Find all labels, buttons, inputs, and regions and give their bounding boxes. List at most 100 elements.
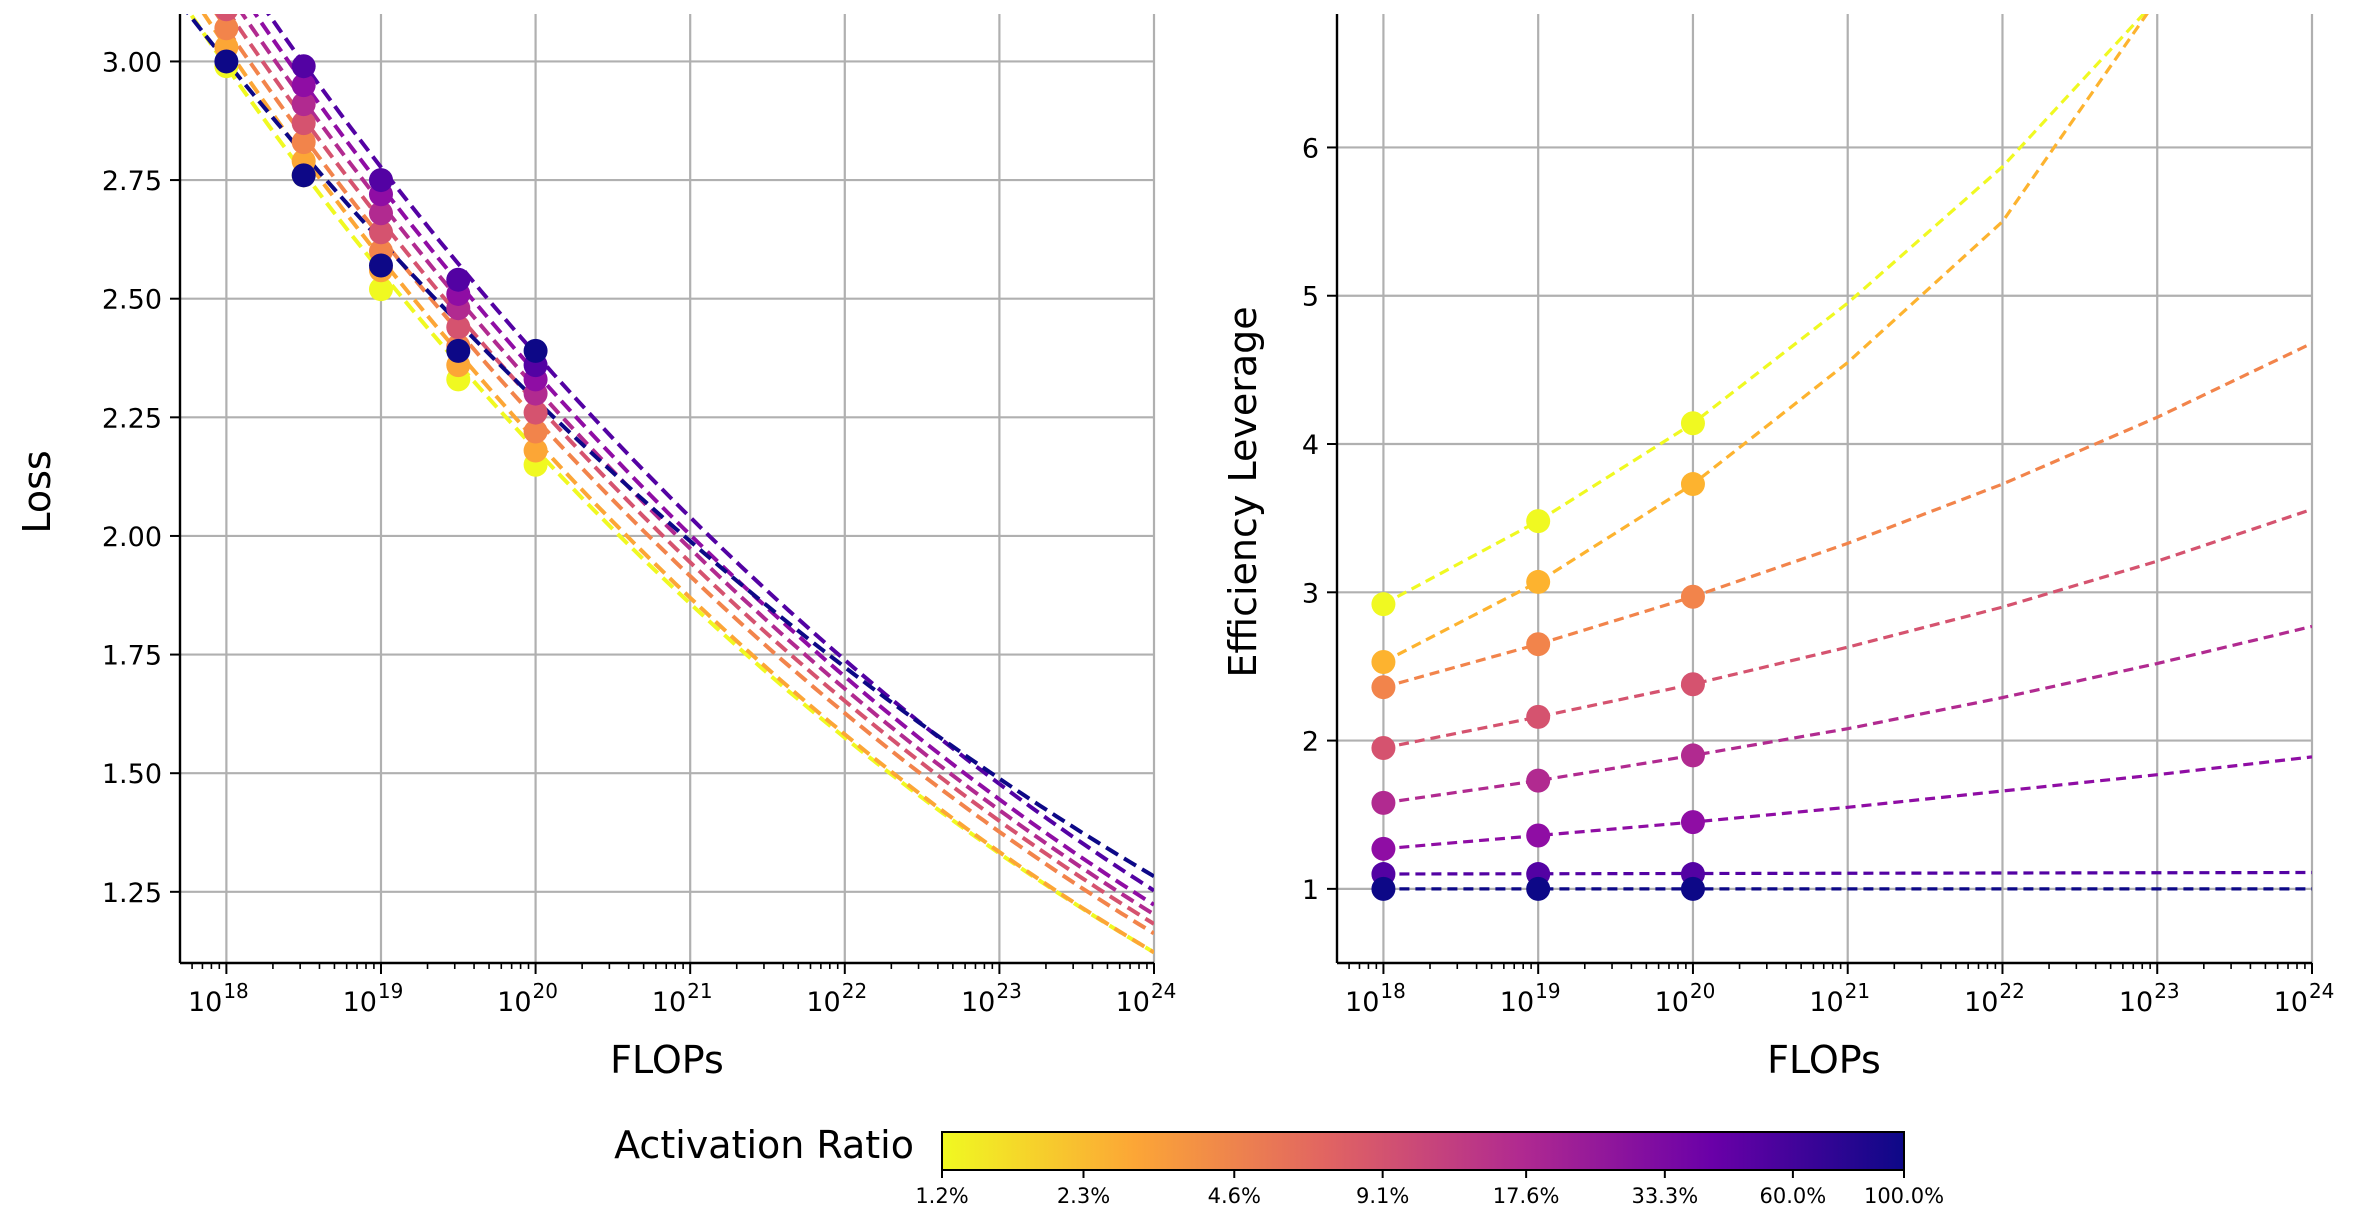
colorbar-tick-label: 1.2% — [915, 1184, 968, 1208]
loss-data-point — [523, 338, 548, 363]
loss-data-point — [368, 277, 393, 302]
y-tick-label: 2.00 — [102, 522, 162, 553]
y-tick-label: 2 — [1302, 727, 1319, 758]
efficiency-data-point — [1526, 823, 1551, 848]
efficiency-series-line — [1383, 624, 2312, 805]
loss-data-point — [291, 73, 316, 98]
y-tick-label: 2.25 — [102, 403, 162, 434]
loss-data-point — [523, 419, 548, 444]
y-tick-label: 5 — [1302, 282, 1319, 313]
loss-curves — [186, 14, 1154, 955]
loss-points — [214, 0, 548, 477]
loss-series-line — [240, 14, 1154, 917]
efficiency-data-point — [1680, 584, 1705, 609]
colorbar-tick-label: 4.6% — [1208, 1184, 1261, 1208]
loss-ylabel: Loss — [15, 450, 59, 533]
x-tick-label: 1022 — [1964, 979, 2025, 1018]
x-tick-exponent: 19 — [1535, 979, 1560, 1003]
colorbar-tick-label: 33.3% — [1631, 1184, 1698, 1208]
loss-series-line — [227, 14, 1154, 926]
x-tick-label: 1020 — [497, 979, 558, 1018]
efficiency-data-point — [1371, 735, 1396, 760]
colorbar-label: Activation Ratio — [614, 1123, 914, 1167]
efficiency-data-point — [1371, 675, 1396, 700]
x-tick-exponent: 19 — [378, 979, 403, 1003]
loss-series-line — [188, 14, 1154, 955]
y-tick-label: 1 — [1302, 875, 1319, 906]
y-tick-label: 2.75 — [102, 166, 162, 197]
colorbar-tick-label: 60.0% — [1760, 1184, 1827, 1208]
efficiency-series-line — [1383, 755, 2312, 851]
loss-data-point — [215, 14, 238, 22]
y-tick-label: 4 — [1302, 430, 1319, 461]
loss-data-point — [368, 220, 393, 245]
x-tick-label: 1020 — [1655, 979, 1716, 1018]
x-tick-label: 1018 — [1345, 979, 1406, 1018]
y-tick-label: 3.00 — [102, 47, 162, 78]
y-tick-label: 1.25 — [102, 878, 162, 909]
x-tick-exponent: 22 — [842, 979, 867, 1003]
y-tick-label: 3 — [1302, 578, 1319, 609]
loss-series-line — [186, 14, 1154, 879]
efficiency-xlabel: FLOPs — [1767, 1038, 1881, 1082]
efficiency-ylabel: Efficiency Leverage — [1221, 306, 1265, 677]
loss-data-point — [291, 54, 316, 79]
x-tick-label: 1022 — [806, 979, 867, 1018]
efficiency-grid — [1337, 14, 2314, 963]
colorbar-ticks: 1.2% 2.3% 4.6% 9.1% 17.6% 33.3% 60.0% 100.0% — [915, 1170, 1944, 1208]
y-tick-label: 1.75 — [102, 641, 162, 672]
efficiency-data-point — [1526, 704, 1551, 729]
efficiency-series-line — [1382, 14, 2149, 664]
loss-data-point — [446, 267, 471, 292]
efficiency-data-point — [1526, 569, 1551, 594]
loss-data-point — [214, 49, 239, 74]
x-tick-exponent: 20 — [533, 979, 558, 1003]
loss-data-point — [214, 16, 239, 41]
colorbar-tick-label: 17.6% — [1493, 1184, 1560, 1208]
efficiency-data-point — [1371, 649, 1396, 674]
x-tick-exponent: 21 — [687, 979, 712, 1003]
colorbar: Activation Ratio 1.2% 2.3% 4.6% 9.1% 17.6% 33… — [614, 1123, 1944, 1208]
efficiency-data-point — [1526, 632, 1551, 657]
efficiency-data-point — [1371, 790, 1396, 815]
efficiency-data-point — [1526, 768, 1551, 793]
x-tick-label: 1021 — [652, 979, 713, 1018]
x-tick-label: 1024 — [1116, 979, 1177, 1018]
loss-data-point — [214, 0, 238, 2]
x-tick-label: 1024 — [2274, 979, 2335, 1018]
x-tick-exponent: 21 — [1845, 979, 1870, 1003]
efficiency-data-point — [1680, 472, 1705, 497]
efficiency-data-point — [1680, 672, 1705, 697]
efficiency-data-point — [1526, 509, 1551, 534]
loss-data-point — [368, 253, 393, 278]
x-tick-exponent: 23 — [2154, 979, 2179, 1003]
x-tick-exponent: 18 — [1380, 979, 1405, 1003]
efficiency-data-point — [1680, 743, 1705, 768]
x-tick-label: 1018 — [188, 979, 249, 1018]
loss-data-point — [446, 315, 471, 340]
colorbar-tick-label: 2.3% — [1057, 1184, 1110, 1208]
loss-grid — [180, 14, 1156, 963]
efficiency-data-point — [1680, 810, 1705, 835]
colorbar-tick-label: 100.0% — [1864, 1184, 1944, 1208]
loss-series-line — [201, 14, 1154, 955]
loss-data-point — [368, 168, 393, 193]
loss-data-point — [523, 438, 548, 463]
x-tick-label: 1023 — [2119, 979, 2180, 1018]
x-tick-exponent: 20 — [1690, 979, 1715, 1003]
x-tick-exponent: 24 — [1151, 979, 1176, 1003]
x-tick-exponent: 23 — [996, 979, 1021, 1003]
x-tick-exponent: 24 — [2309, 979, 2334, 1003]
loss-data-point — [291, 163, 316, 188]
loss-axes: 1.25 1.50 1.75 2.00 2.25 2.50 2.75 3.00 1018 1019… — [102, 14, 1177, 1018]
colorbar-gradient — [941, 1131, 1905, 1171]
x-tick-label: 1019 — [1500, 979, 1561, 1018]
loss-panel: 1.25 1.50 1.75 2.00 2.25 2.50 2.75 3.00 1018 1019… — [15, 0, 1177, 1082]
x-tick-label: 1023 — [961, 979, 1022, 1018]
efficiency-series-line — [1382, 14, 2146, 606]
efficiency-data-point — [1371, 836, 1396, 861]
loss-data-point — [446, 338, 471, 363]
